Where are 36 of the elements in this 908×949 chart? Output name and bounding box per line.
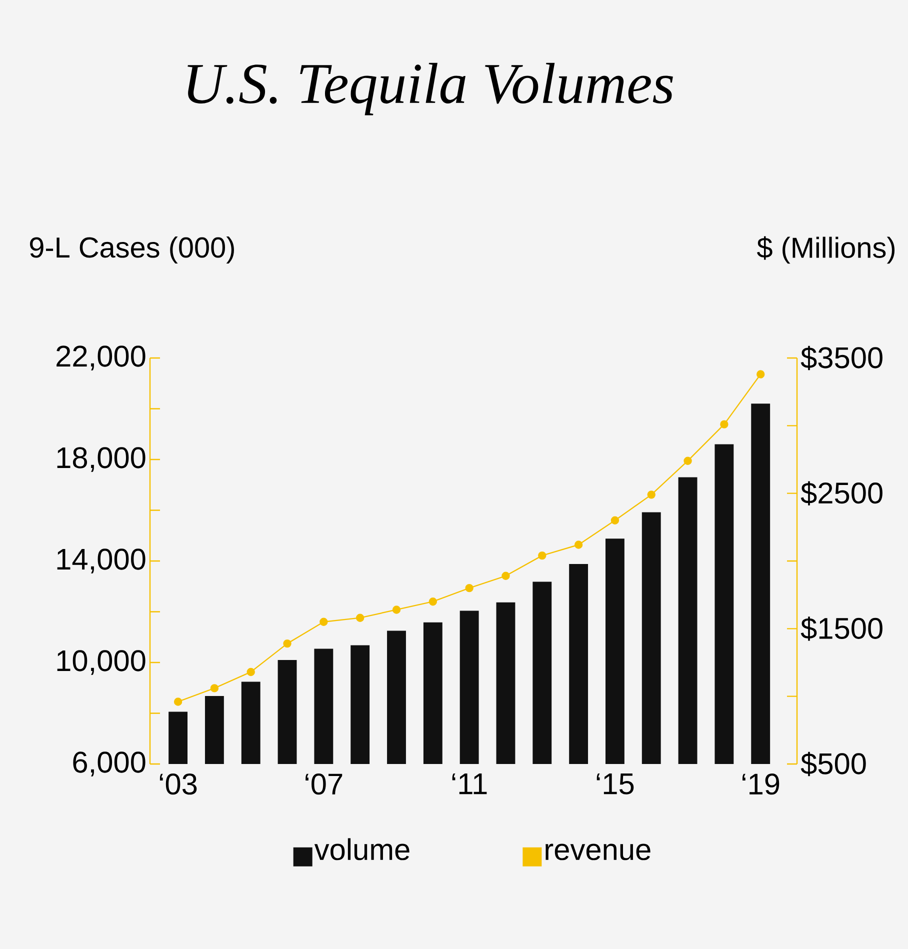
point xyxy=(502,572,510,580)
point xyxy=(610,516,620,524)
y2-tick-label: $500 xyxy=(800,752,866,776)
y-tick-label: 6,000 xyxy=(73,752,146,776)
chart-title: U.S. Tequila Volumes xyxy=(188,62,673,116)
point xyxy=(283,639,292,648)
point xyxy=(428,598,438,606)
point xyxy=(720,420,728,428)
y2-tick-label: $3500 xyxy=(800,346,882,370)
x-tick-label: ‘07 xyxy=(306,774,342,795)
x-tick-label: ‘11 xyxy=(452,774,487,794)
y-tick-label: 10,000 xyxy=(57,650,146,675)
point xyxy=(246,668,255,676)
x-tick-label: ‘03 xyxy=(160,774,197,795)
point xyxy=(684,456,692,465)
y-axis-title: 9-L Cases (000) xyxy=(30,236,234,264)
point xyxy=(574,540,583,549)
point xyxy=(647,490,656,499)
y2-tick-label: $2500 xyxy=(800,481,882,506)
x-tick-label: ‘19 xyxy=(742,774,780,795)
y-tick-label: 22,000 xyxy=(56,346,146,370)
y2-tick-label: $1500 xyxy=(800,616,882,641)
point xyxy=(756,370,765,378)
point xyxy=(210,684,219,692)
point xyxy=(320,618,328,626)
legend-label: revenue xyxy=(546,844,650,860)
x-tick-label: ‘15 xyxy=(596,774,634,794)
point xyxy=(538,551,546,560)
point xyxy=(174,698,182,706)
legend-label: volume xyxy=(314,838,410,860)
y2-axis-title: $ (Millions) xyxy=(757,236,895,264)
y-tick-label: 14,000 xyxy=(57,548,146,574)
point xyxy=(392,606,401,614)
y-tick-label: 18,000 xyxy=(57,447,146,472)
point xyxy=(465,584,474,592)
point xyxy=(356,614,364,622)
